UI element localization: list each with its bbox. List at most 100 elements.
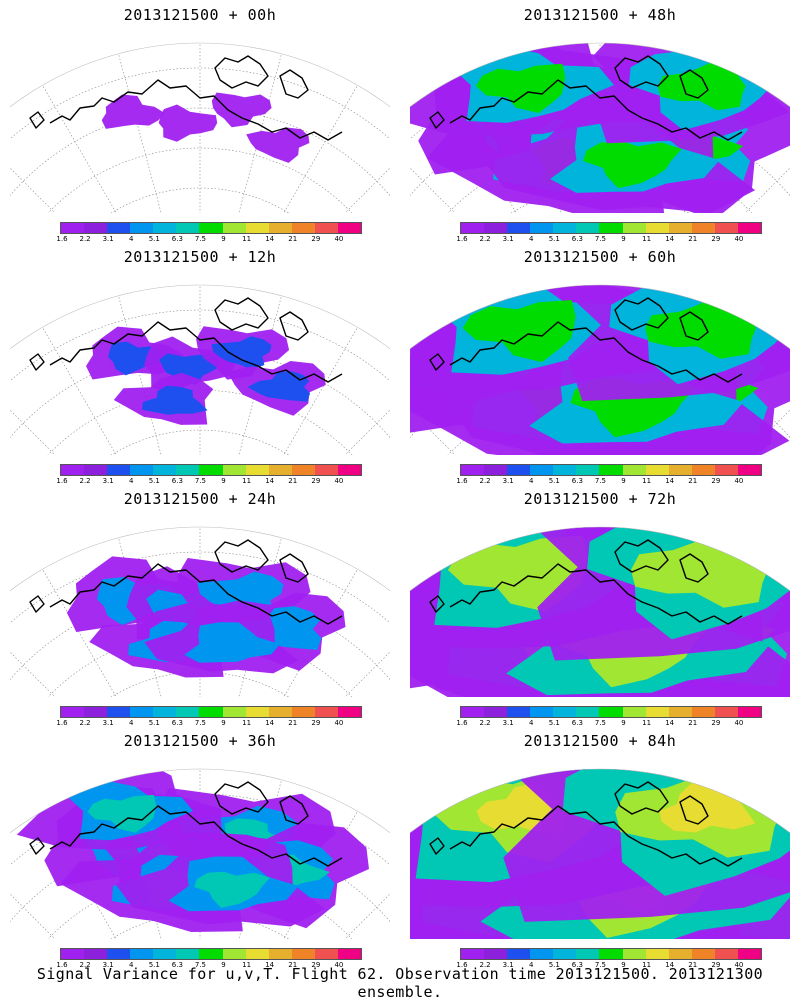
colorbar-label: 9	[221, 961, 226, 969]
colorbar-label: 11	[242, 961, 252, 969]
colorbar-swatch	[691, 465, 715, 475]
colorbar-swatch	[714, 223, 738, 233]
colorbar-swatch	[530, 223, 554, 233]
coastline	[429, 55, 743, 141]
panel-title: 2013121500 + 36h	[123, 732, 277, 750]
colorbar-label: 21	[688, 961, 698, 969]
variance-field	[101, 92, 310, 163]
colorbar-label: 21	[288, 477, 298, 485]
colorbar-swatch	[130, 465, 154, 475]
colorbar-label: 7.5	[194, 477, 207, 485]
panel-title: 2013121500 + 72h	[523, 490, 677, 508]
colorbar-label: 14	[665, 719, 675, 727]
colorbar-swatch	[222, 707, 246, 717]
colorbar-label: 29	[711, 961, 721, 969]
colorbar-swatch	[153, 223, 177, 233]
colorbar-swatch	[107, 707, 131, 717]
colorbar-swatch	[291, 707, 315, 717]
colorbar-swatch	[714, 465, 738, 475]
colorbar-label: 1.6	[56, 235, 68, 243]
variance-field	[16, 769, 369, 932]
colorbar-label: 1.6	[56, 719, 68, 727]
colorbar-label: 1.6	[456, 719, 468, 727]
coastline	[29, 297, 343, 383]
variance-field	[410, 769, 790, 939]
colorbar-label: 3.1	[102, 235, 114, 243]
colorbar-swatch	[61, 465, 85, 475]
figure-caption: Signal Variance for u,v,T. Flight 62. Ob…	[36, 965, 764, 1001]
colorbar-label: 5.1	[148, 235, 160, 243]
colorbar-label: 7.5	[194, 719, 207, 727]
colorbar-label: 1.6	[456, 235, 468, 243]
forecast-panel: 2013121500 + 00h 1.6 2.2 3.1 4 5.1 6.3 7.5 9 11 14…	[0, 0, 400, 245]
colorbar-label: 2.2	[479, 477, 491, 485]
colorbar-label: 5.1	[548, 477, 560, 485]
colorbar-swatch	[176, 223, 200, 233]
colorbar-swatch	[691, 949, 715, 959]
colorbar-label: 1.6	[56, 477, 68, 485]
colorbar-swatch	[84, 223, 108, 233]
colorbar-swatch	[245, 949, 269, 959]
colorbar-label: 6.3	[171, 961, 183, 969]
colorbar-swatch	[622, 707, 646, 717]
colorbar-swatch	[461, 949, 485, 959]
colorbar-label: 9	[621, 477, 626, 485]
colorbar: 1.6 2.2 3.1 4 5.1 6.3 7.5 9 11 14 21 29 40	[56, 706, 362, 730]
colorbar-label: 9	[621, 235, 626, 243]
colorbar-swatch	[668, 707, 692, 717]
colorbar-label: 14	[665, 235, 675, 243]
colorbar-swatch	[668, 223, 692, 233]
colorbar-label: 14	[665, 477, 675, 485]
colorbar: 1.6 2.2 3.1 4 5.1 6.3 7.5 9 11 14 21 29 40	[456, 948, 762, 972]
colorbar: 1.6 2.2 3.1 4 5.1 6.3 7.5 9 11 14 21 29 40	[56, 464, 362, 488]
colorbar-swatch	[314, 707, 338, 717]
colorbar-swatch	[314, 223, 338, 233]
colorbar-swatch	[222, 465, 246, 475]
colorbar-label: 7.5	[594, 477, 607, 485]
colorbar-label: 14	[265, 719, 275, 727]
colorbar-swatch	[222, 223, 246, 233]
colorbar-label: 3.1	[102, 477, 114, 485]
colorbar-swatch	[737, 223, 762, 233]
colorbar-swatch	[153, 707, 177, 717]
colorbar-swatch	[291, 465, 315, 475]
colorbar-swatch	[576, 223, 600, 233]
colorbar-swatch	[153, 465, 177, 475]
panel-title: 2013121500 + 00h	[123, 6, 277, 24]
colorbar-swatch	[645, 223, 669, 233]
colorbar-label: 21	[288, 235, 298, 243]
colorbar-swatch	[530, 707, 554, 717]
colorbar-label: 4	[528, 477, 534, 485]
colorbar-label: 40	[734, 477, 744, 485]
colorbar-swatch	[107, 223, 131, 233]
coastline	[29, 55, 343, 141]
colorbar-label: 2.2	[479, 961, 491, 969]
colorbar-swatch	[176, 707, 200, 717]
polar-map	[410, 768, 790, 939]
colorbar: 1.6 2.2 3.1 4 5.1 6.3 7.5 9 11 14 21 29 40	[456, 706, 762, 730]
colorbar-label: 7.5	[194, 235, 207, 243]
colorbar-label: 2.2	[79, 477, 91, 485]
colorbar-label: 9	[221, 477, 226, 485]
colorbar-swatch	[484, 465, 508, 475]
colorbar-swatch	[530, 949, 554, 959]
colorbar-swatch	[622, 223, 646, 233]
colorbar-label: 9	[621, 961, 626, 969]
colorbar-label: 4	[128, 961, 134, 969]
colorbar-swatch	[199, 707, 223, 717]
coastline	[29, 781, 343, 867]
colorbar-label: 29	[711, 477, 721, 485]
colorbar: 1.6 2.2 3.1 4 5.1 6.3 7.5 9 11 14 21 29 40	[456, 464, 762, 488]
colorbar-label: 2.2	[479, 235, 491, 243]
colorbar-swatch	[130, 949, 154, 959]
colorbar-swatch	[199, 949, 223, 959]
colorbar-swatch	[107, 465, 131, 475]
colorbar-label: 14	[265, 235, 275, 243]
colorbar-swatch	[84, 949, 108, 959]
colorbar-swatch	[245, 223, 269, 233]
colorbar-swatch	[530, 465, 554, 475]
colorbar-label: 6.3	[171, 477, 183, 485]
colorbar-swatch	[268, 465, 292, 475]
polar-map	[10, 768, 390, 939]
colorbar-swatch	[691, 223, 715, 233]
